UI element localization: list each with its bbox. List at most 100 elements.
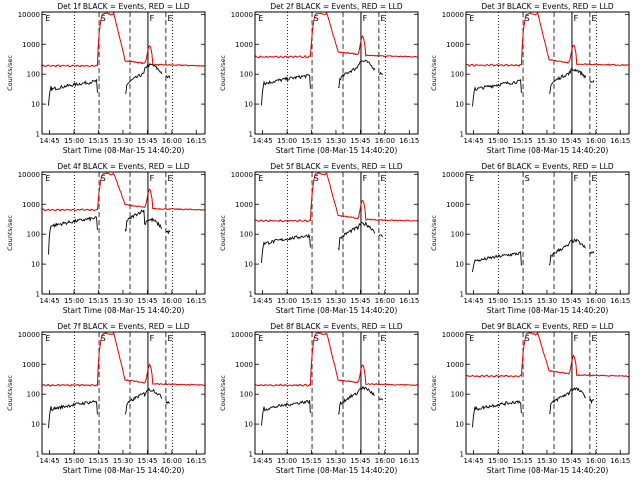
marker-letter: E xyxy=(45,14,50,23)
y-tick-label: 1000 xyxy=(235,41,253,49)
x-tick-label: 14:45 xyxy=(40,137,60,145)
marker-letter: S xyxy=(101,14,106,23)
panel-det-3f: Det 3f BLACK = Events, RED = LLD Counts/s… xyxy=(430,2,630,155)
marker-letter: E xyxy=(168,174,173,183)
marker-letter: S xyxy=(101,334,106,343)
x-tick-label: 15:15 xyxy=(88,137,108,145)
y-tick-label: 1 xyxy=(460,451,464,459)
panel-title: Det 6f BLACK = Events, RED = LLD xyxy=(481,162,614,171)
x-tick-label: 15:30 xyxy=(326,137,346,145)
x-tick-label: 14:45 xyxy=(464,137,484,145)
marker-letter: F xyxy=(150,334,155,343)
y-tick-label: 1 xyxy=(249,291,253,299)
panel-title: Det 2f BLACK = Events, RED = LLD xyxy=(270,2,403,11)
marker-letter: E xyxy=(469,14,474,23)
marker-letter: S xyxy=(314,14,319,23)
black-events-series xyxy=(261,386,384,426)
marker-letter: E xyxy=(168,14,173,23)
x-tick-label: 14:45 xyxy=(40,457,60,465)
marker-letter: E xyxy=(258,174,263,183)
x-axis-label: Start Time (08-Mar-15 14:40:20) xyxy=(276,306,398,315)
x-axis-label: Start Time (08-Mar-15 14:40:20) xyxy=(276,146,398,155)
y-tick-label: 10000 xyxy=(18,331,40,339)
x-tick-label: 16:15 xyxy=(610,457,630,465)
marker-letter: E xyxy=(381,334,386,343)
black-events-series xyxy=(472,238,595,273)
marker-letter: F xyxy=(363,14,368,23)
red-lld-series xyxy=(41,172,206,212)
x-tick-label: 14:45 xyxy=(253,137,273,145)
x-tick-label: 15:30 xyxy=(113,297,133,305)
x-tick-label: 16:15 xyxy=(399,297,419,305)
x-axis-label: Start Time (08-Mar-15 14:40:20) xyxy=(276,466,398,475)
y-tick-label: 10 xyxy=(455,261,464,269)
panel-title: Det 7f BLACK = Events, RED = LLD xyxy=(57,322,190,331)
x-tick-label: 16:00 xyxy=(586,137,606,145)
marker-letter: S xyxy=(314,174,319,183)
plot-frame xyxy=(254,11,419,135)
panel-title: Det 4f BLACK = Events, RED = LLD xyxy=(57,162,190,171)
marker-letter: E xyxy=(592,334,597,343)
y-tick-label: 10000 xyxy=(231,171,253,179)
y-tick-label: 10000 xyxy=(442,331,464,339)
y-tick-label: 100 xyxy=(240,391,253,399)
marker-letter: E xyxy=(45,334,50,343)
x-tick-label: 15:30 xyxy=(326,297,346,305)
x-tick-label: 15:15 xyxy=(512,297,532,305)
x-tick-label: 15:00 xyxy=(277,297,297,305)
y-tick-label: 100 xyxy=(27,391,40,399)
red-lld-series xyxy=(254,332,419,387)
x-axis-label: Start Time (08-Mar-15 14:40:20) xyxy=(487,146,609,155)
y-tick-label: 10 xyxy=(455,421,464,429)
panel-title: Det 9f BLACK = Events, RED = LLD xyxy=(481,322,614,331)
y-tick-label: 10000 xyxy=(231,11,253,19)
y-axis-label: Counts/sec xyxy=(219,215,227,251)
black-events-series xyxy=(261,59,384,106)
x-tick-label: 15:45 xyxy=(350,297,370,305)
x-tick-label: 16:00 xyxy=(162,137,182,145)
x-tick-label: 15:45 xyxy=(350,137,370,145)
black-events-series xyxy=(48,63,171,106)
marker-letter: F xyxy=(574,174,579,183)
x-tick-label: 15:30 xyxy=(537,137,557,145)
x-tick-label: 16:00 xyxy=(162,297,182,305)
black-events-series xyxy=(48,209,171,255)
x-tick-label: 15:00 xyxy=(488,137,508,145)
red-lld-series xyxy=(254,11,418,59)
x-tick-label: 16:15 xyxy=(399,457,419,465)
y-tick-label: 1000 xyxy=(446,41,464,49)
x-tick-label: 14:45 xyxy=(464,297,484,305)
marker-letter: E xyxy=(381,174,386,183)
marker-letter: S xyxy=(525,14,530,23)
x-tick-label: 15:45 xyxy=(137,137,157,145)
marker-letter: S xyxy=(314,334,319,343)
panel-title: Det 1f BLACK = Events, RED = LLD xyxy=(57,2,190,11)
y-tick-label: 1000 xyxy=(446,361,464,369)
x-tick-label: 16:15 xyxy=(186,457,206,465)
black-events-series xyxy=(472,387,595,428)
panel-det-2f: Det 2f BLACK = Events, RED = LLD Counts/s… xyxy=(219,2,419,155)
panel-det-6f: Det 6f BLACK = Events, RED = LLD Counts/s… xyxy=(430,162,630,315)
x-tick-label: 16:00 xyxy=(586,457,606,465)
plot-frame xyxy=(254,331,419,455)
marker-letter: E xyxy=(592,174,597,183)
panel-det-5f: Det 5f BLACK = Events, RED = LLD Counts/s… xyxy=(219,162,419,315)
y-axis-label: Counts/sec xyxy=(430,55,438,91)
black-events-series xyxy=(472,68,595,107)
y-tick-label: 10000 xyxy=(18,171,40,179)
y-tick-label: 1000 xyxy=(22,201,40,209)
marker-letter: E xyxy=(45,174,50,183)
panel-det-8f: Det 8f BLACK = Events, RED = LLD Counts/s… xyxy=(219,322,419,475)
x-tick-label: 15:00 xyxy=(488,297,508,305)
y-tick-label: 10000 xyxy=(231,331,253,339)
y-axis-label: Counts/sec xyxy=(430,215,438,251)
x-tick-label: 15:00 xyxy=(64,137,84,145)
marker-letter: S xyxy=(525,174,530,183)
panel-det-9f: Det 9f BLACK = Events, RED = LLD Counts/s… xyxy=(430,322,630,475)
y-tick-label: 10 xyxy=(31,421,40,429)
marker-letter: E xyxy=(381,14,386,23)
y-tick-label: 1 xyxy=(460,291,464,299)
y-tick-label: 1 xyxy=(249,131,253,139)
x-tick-label: 16:00 xyxy=(586,297,606,305)
x-tick-label: 15:00 xyxy=(277,457,297,465)
